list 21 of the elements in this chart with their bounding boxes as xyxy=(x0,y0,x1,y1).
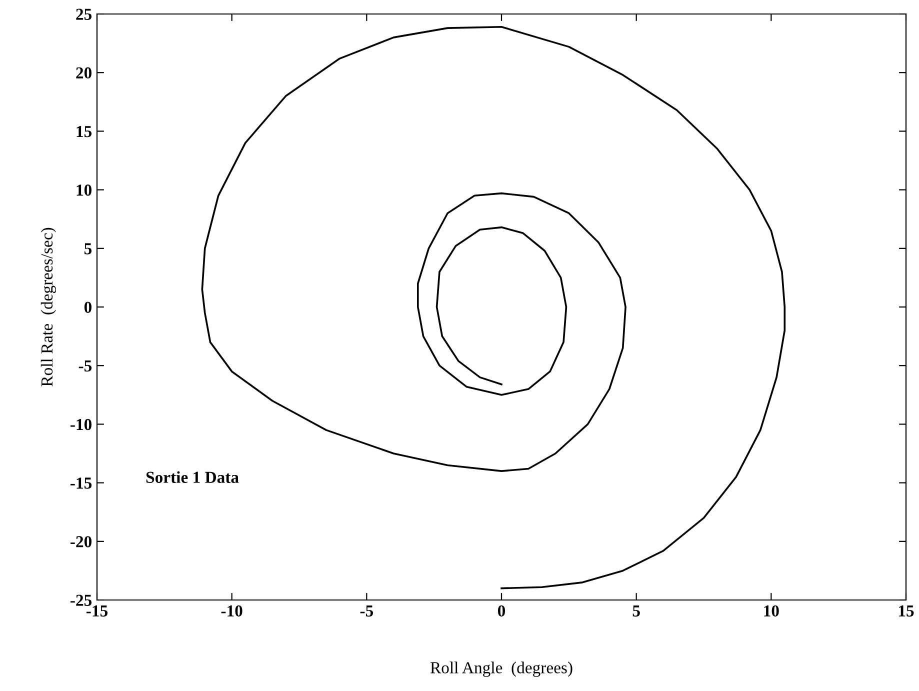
y-tick-label: 0 xyxy=(84,302,92,313)
x-axis-title: Roll Angle (degrees) xyxy=(430,662,572,677)
y-axis-title: Roll Rate (degrees/sec) xyxy=(40,228,56,386)
x-tick-label: -10 xyxy=(221,605,242,617)
y-tick-label: 25 xyxy=(76,8,92,20)
y-tick-label: -20 xyxy=(70,536,92,548)
y-tick-label: -5 xyxy=(78,360,92,372)
x-tick-label: 10 xyxy=(764,605,779,617)
x-tick-label: -5 xyxy=(360,606,373,617)
y-tick-label: 15 xyxy=(76,126,92,138)
x-tick-label: 5 xyxy=(632,606,640,617)
annotation: Sortie 1 Data xyxy=(146,471,239,483)
line-series xyxy=(201,26,786,590)
x-tick-label: 15 xyxy=(899,605,914,617)
y-tick-label: 10 xyxy=(76,184,92,196)
x-tick-label: 0 xyxy=(498,605,506,617)
y-tick-label: -15 xyxy=(70,478,92,489)
y-tick-label: -10 xyxy=(70,418,92,430)
y-tick-label: 5 xyxy=(84,243,92,254)
y-tick-label: -25 xyxy=(70,594,92,606)
y-tick-label: 20 xyxy=(76,67,92,79)
